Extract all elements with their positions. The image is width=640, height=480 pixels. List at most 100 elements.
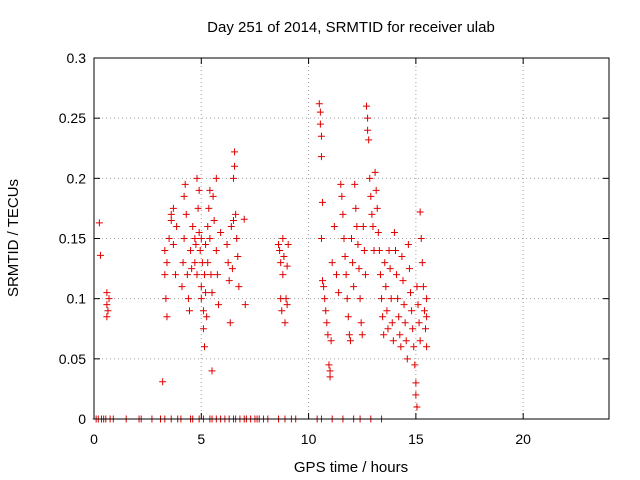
data-point [232, 210, 240, 218]
data-point [376, 271, 384, 279]
data-point [382, 283, 390, 291]
axis-ticks: 0 0.05 0.1 0.15 0.2 0.25 0.3 0 5 10 15 20 [59, 50, 609, 447]
data-point [397, 343, 405, 351]
data-point [179, 259, 187, 267]
data-point [192, 241, 200, 249]
x-axis-label: GPS time / hours [294, 459, 408, 476]
data-point [404, 241, 412, 249]
data-point [343, 295, 351, 303]
data-point [319, 277, 327, 285]
data-point [199, 325, 207, 333]
data-point [169, 204, 177, 212]
data-point [326, 373, 334, 381]
data-point [337, 180, 345, 188]
data-point [351, 180, 359, 188]
data-point [320, 283, 328, 291]
data-point [279, 271, 287, 279]
data-point [332, 271, 340, 279]
data-point [412, 391, 420, 399]
data-point [384, 325, 392, 333]
data-point [324, 331, 332, 339]
data-point [212, 247, 220, 255]
data-point [328, 259, 336, 267]
data-point [394, 295, 402, 303]
data-point [279, 235, 287, 242]
data-point [387, 295, 395, 303]
data-point [284, 241, 292, 249]
data-point [235, 283, 243, 291]
data-point [417, 235, 425, 242]
data-point [161, 271, 169, 279]
data-point [229, 216, 237, 224]
data-point [275, 241, 283, 249]
data-point [163, 259, 171, 267]
data-point [398, 253, 406, 261]
data-point [197, 295, 205, 303]
data-point [365, 136, 373, 144]
data-point [180, 192, 188, 200]
data-point [408, 307, 416, 315]
data-point [338, 192, 346, 200]
data-point [416, 337, 424, 345]
data-point [383, 307, 391, 315]
data-point [371, 168, 379, 176]
data-point [350, 283, 358, 291]
y-tick-label: 0 [78, 411, 86, 427]
data-point [315, 100, 323, 108]
data-point [96, 251, 104, 259]
data-point [378, 295, 386, 303]
data-point [330, 222, 338, 230]
data-point [228, 265, 236, 273]
data-point [322, 307, 330, 315]
x-tick-label: 20 [515, 431, 531, 447]
data-point [418, 259, 426, 267]
data-point [233, 235, 241, 242]
chart-title: Day 251 of 2014, SRMTID for receiver ula… [207, 19, 495, 36]
data-point [223, 241, 231, 249]
data-point [103, 289, 111, 297]
data-point [327, 337, 335, 345]
data-point [363, 102, 371, 110]
data-point [105, 295, 113, 303]
data-point [207, 271, 215, 279]
data-point [319, 198, 327, 206]
data-point [95, 219, 103, 227]
data-point [405, 265, 413, 273]
data-point [169, 241, 177, 249]
data-point [208, 289, 216, 297]
data-point [217, 228, 225, 236]
data-point [393, 271, 401, 279]
data-point [159, 378, 167, 386]
data-point [359, 222, 367, 230]
data-point [229, 174, 237, 182]
data-point [201, 343, 209, 351]
data-point [356, 295, 364, 303]
data-point [415, 319, 423, 327]
data-point [203, 313, 211, 321]
y-tick-label: 0.3 [67, 50, 87, 66]
data-point [379, 313, 387, 321]
data-point [178, 283, 186, 291]
data-point [104, 307, 112, 315]
data-point [282, 295, 290, 303]
data-point [278, 307, 286, 315]
data-point [412, 379, 420, 387]
data-point [212, 174, 220, 182]
data-point [201, 271, 209, 279]
data-point [226, 319, 234, 327]
data-point [240, 215, 248, 223]
data-point [276, 247, 284, 255]
data-point [204, 259, 212, 267]
data-point [316, 120, 324, 128]
data-point [396, 331, 404, 339]
data-point [210, 216, 218, 224]
data-point [317, 235, 325, 242]
data-point [400, 301, 408, 309]
data-point [414, 301, 422, 309]
data-point [360, 247, 368, 255]
data-point [172, 271, 180, 279]
data-point [188, 265, 196, 273]
data-point [364, 114, 372, 122]
y-tick-label: 0.05 [59, 351, 86, 367]
